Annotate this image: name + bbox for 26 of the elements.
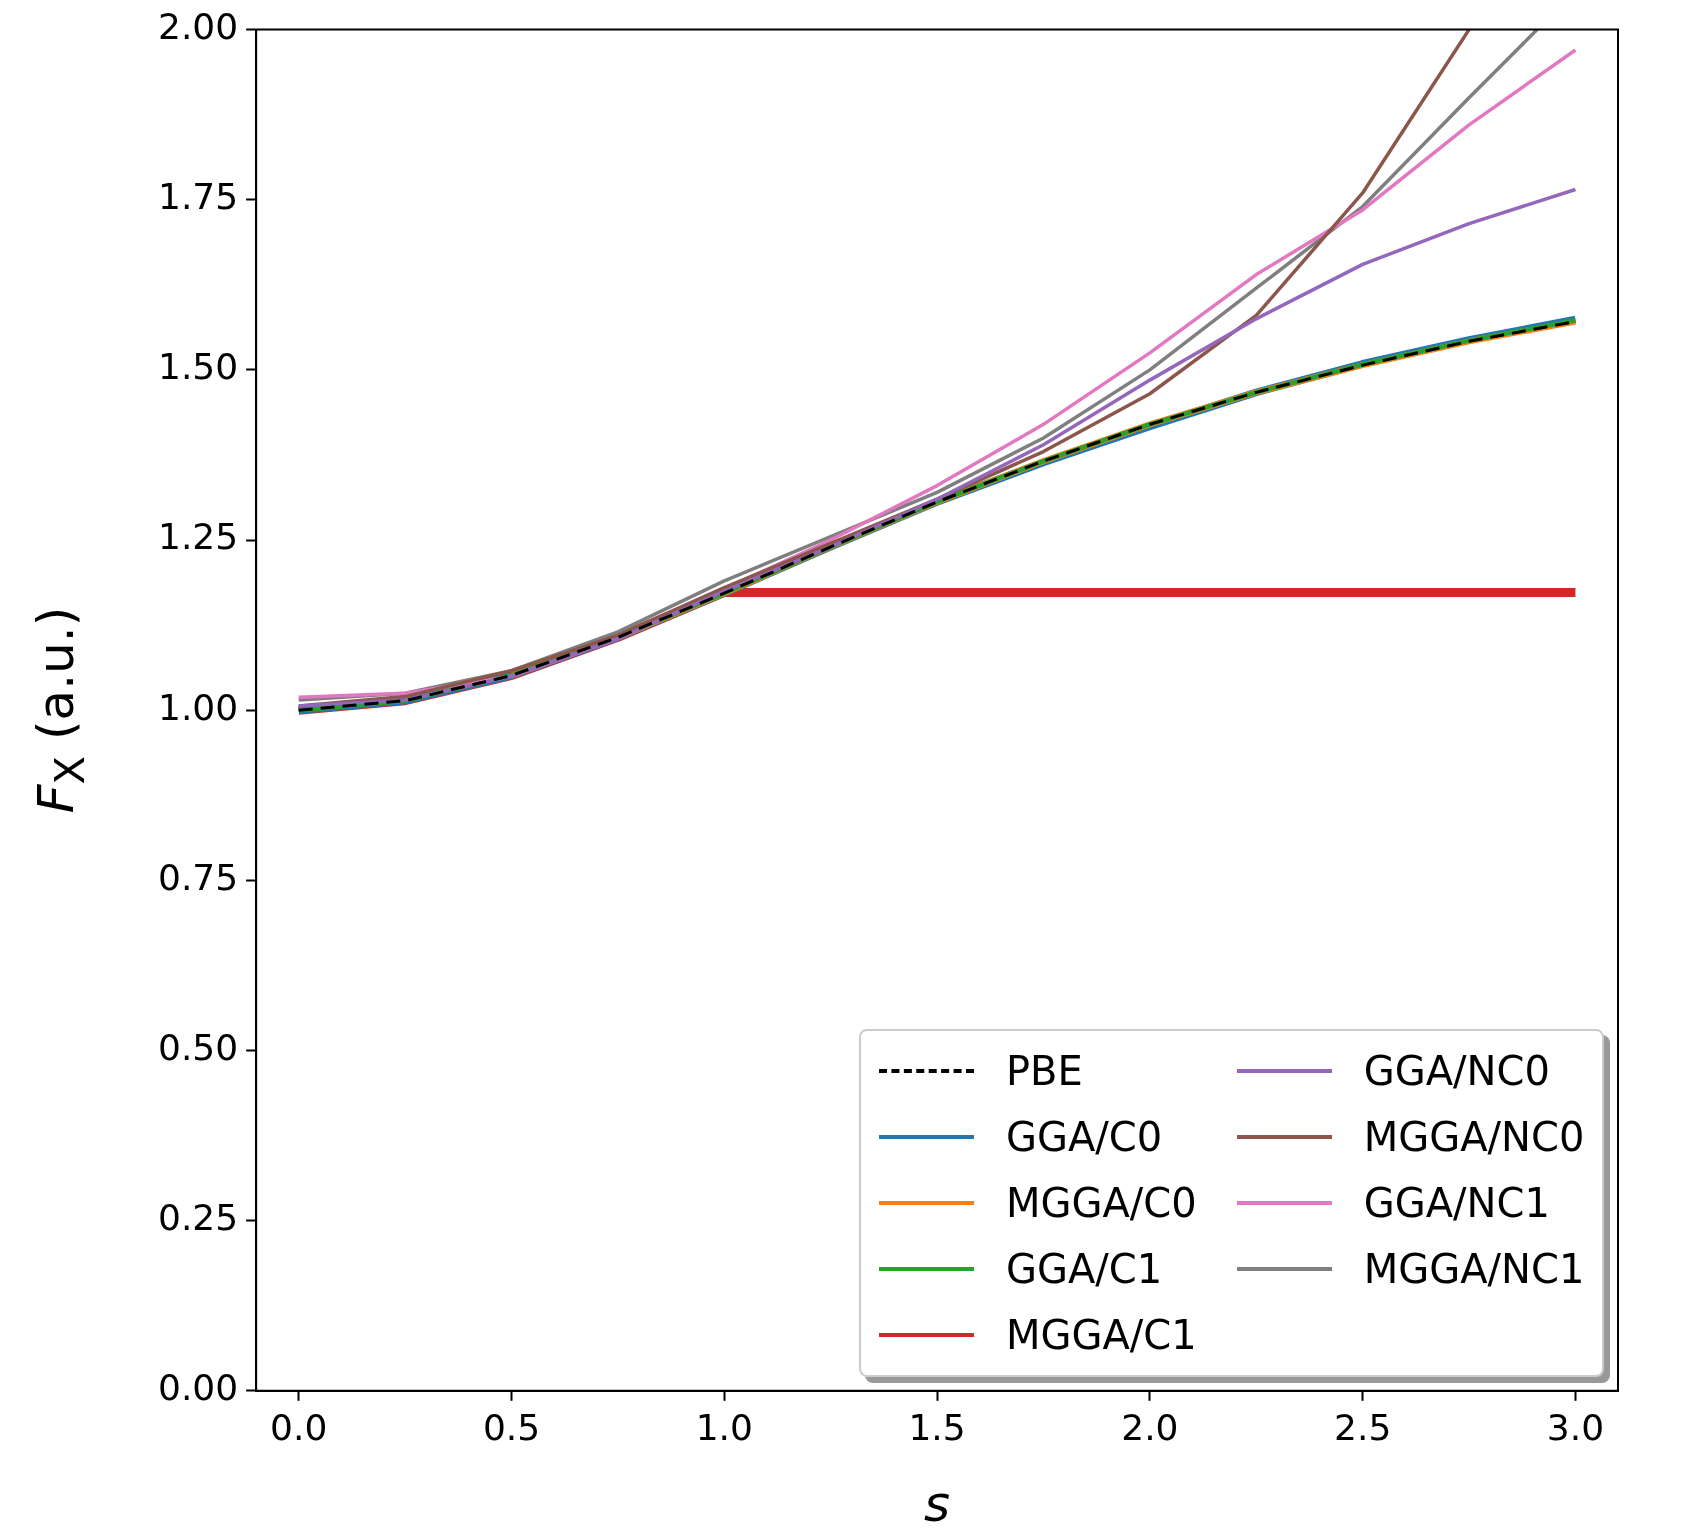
legend-label: GGA/C0 (1006, 1113, 1163, 1160)
y-tick-label: 0.75 (158, 856, 239, 898)
y-tick-label: 1.75 (158, 176, 239, 218)
x-axis-title: s (924, 1475, 951, 1533)
x-tick-label: 0.0 (270, 1406, 328, 1448)
legend-label: GGA/NC1 (1363, 1179, 1550, 1226)
legend-label: MGGA/NC0 (1363, 1113, 1585, 1160)
y-tick-label: 1.25 (158, 516, 239, 558)
legend-label: GGA/NC0 (1363, 1047, 1550, 1094)
legend-label: PBE (1006, 1047, 1083, 1094)
y-tick-label: 0.00 (158, 1367, 239, 1409)
x-tick-label: 1.5 (908, 1406, 966, 1448)
x-tick-label: 2.5 (1334, 1406, 1392, 1448)
y-tick-label: 2.00 (158, 5, 239, 47)
legend-label: MGGA/NC1 (1363, 1245, 1585, 1292)
y-tick-label: 1.50 (158, 346, 239, 388)
y-tick-label: 0.25 (158, 1197, 239, 1239)
x-tick-label: 1.0 (695, 1406, 753, 1448)
y-tick-label: 1.00 (158, 686, 239, 728)
x-tick-label: 2.0 (1121, 1406, 1179, 1448)
x-tick-label: 0.5 (482, 1406, 541, 1448)
legend-label: GGA/C1 (1006, 1245, 1163, 1292)
legend-label: MGGA/C0 (1006, 1179, 1197, 1226)
legend-label: MGGA/C1 (1006, 1311, 1197, 1358)
x-tick-label: 3.0 (1546, 1406, 1605, 1448)
y-tick-label: 0.50 (158, 1026, 239, 1068)
